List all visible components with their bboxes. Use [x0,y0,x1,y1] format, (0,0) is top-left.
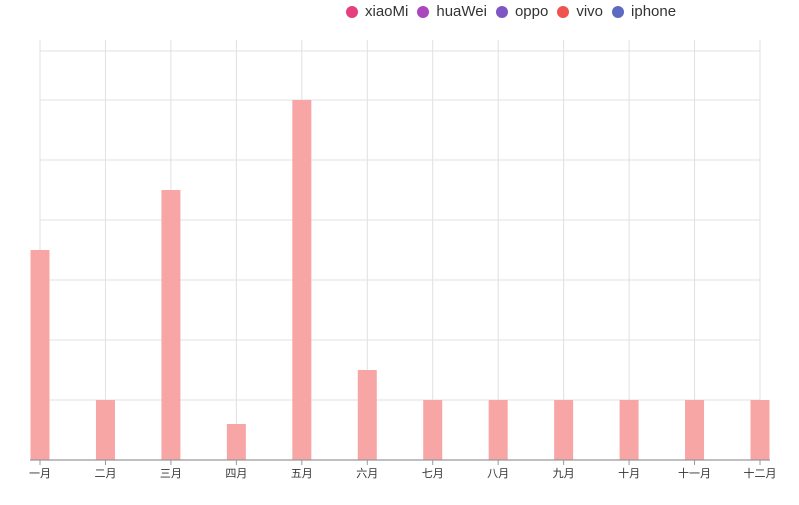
bar-12[interactable] [750,400,770,460]
x-tick-label: 九月 [553,467,575,480]
bar-5[interactable] [292,100,312,460]
legend: xiaoMi huaWei oppo vivo iphone [346,3,685,20]
x-tick-label: 十一月 [678,466,711,480]
x-tick-label: 三月 [160,467,182,480]
bar-3[interactable] [161,190,181,460]
x-tick-label: 八月 [487,467,509,480]
legend-item-vivo[interactable]: vivo [557,3,603,20]
legend-dot-icon [612,5,625,18]
legend-dot-icon [346,5,358,18]
bar-10[interactable] [619,400,639,460]
bar-9[interactable] [554,400,574,460]
bar-4[interactable] [226,424,246,460]
grid [39,40,761,460]
bar-2[interactable] [95,400,115,460]
legend-item-oppo[interactable]: oppo [495,3,549,20]
legend-item-iphone[interactable]: iphone [612,3,676,20]
bar-8[interactable] [488,400,508,460]
legend-item-xiaomi[interactable]: xiaoMi [346,3,408,20]
legend-dot-icon [417,5,430,18]
bars [30,100,770,460]
bar-6[interactable] [357,370,377,460]
legend-label: oppo [514,3,549,20]
legend-label: iphone [631,3,677,20]
legend-dot-icon [557,5,570,18]
legend-dot-icon [495,5,508,18]
x-tick-label: 一月 [29,467,51,480]
bar-1[interactable] [30,250,50,460]
x-tick-label: 五月 [291,467,313,480]
bar-7[interactable] [423,400,443,460]
legend-label: huaWei [436,3,487,20]
x-tick-label: 四月 [225,467,247,480]
x-tick-label: 七月 [422,467,444,480]
legend-item-huawei[interactable]: huaWei [417,3,487,20]
bar-11[interactable] [685,400,705,460]
x-axis: 一月 二月 三月 四月 五月 六月 七月 八月 九月 十月 十一月 十二月 [29,459,777,480]
x-tick-label: 十月 [618,466,640,480]
x-tick-label: 十二月 [744,466,777,480]
legend-label: vivo [576,3,604,20]
legend-label: xiaoMi [365,3,409,20]
x-tick-label: 六月 [356,467,378,480]
x-tick-label: 二月 [94,467,116,480]
